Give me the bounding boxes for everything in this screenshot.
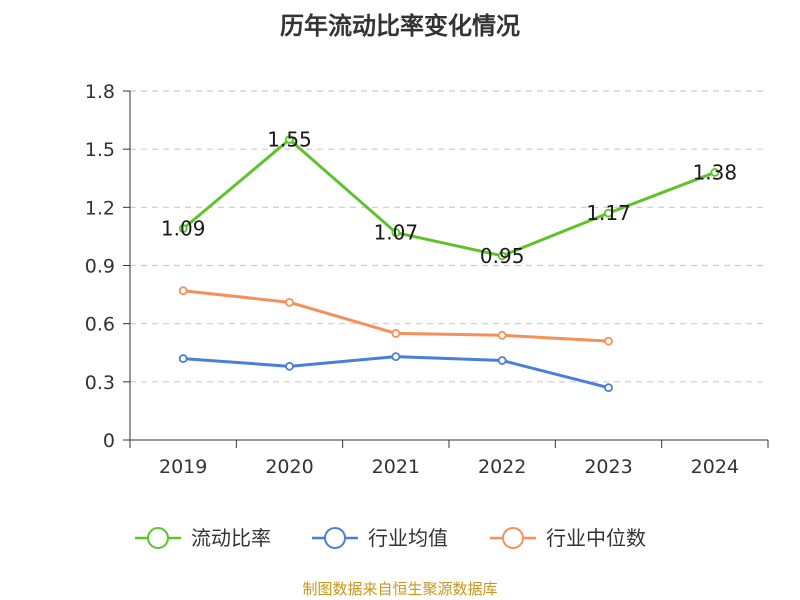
y-tick-label: 1.5 [85, 139, 115, 161]
y-tick-label: 0.9 [85, 256, 115, 278]
x-tick-label: 2020 [265, 456, 313, 478]
data-point [497, 330, 507, 340]
y-tick-label: 1.8 [85, 81, 115, 103]
series-line [182, 137, 716, 258]
data-label: 1.09 [161, 217, 206, 241]
data-label: 1.55 [267, 127, 312, 151]
y-tick-label: 1.2 [85, 197, 115, 219]
legend-label: 流动比率 [191, 526, 271, 550]
x-tick-label: 2022 [478, 456, 526, 478]
y-tick-label: 0.6 [85, 314, 115, 336]
legend-label: 行业中位数 [546, 526, 646, 550]
x-tick-label: 2023 [584, 456, 632, 478]
data-point [391, 328, 401, 338]
legend-marker [502, 527, 524, 549]
data-point [604, 383, 613, 393]
data-point [285, 361, 294, 371]
grid-lines [130, 90, 768, 383]
data-point [285, 297, 294, 307]
x-tick-label: 2024 [691, 456, 739, 478]
data-point [391, 352, 401, 362]
legend: 流动比率 行业均值 行业中位数 [135, 526, 646, 550]
data-point [497, 251, 507, 261]
data-label: 0.95 [480, 244, 525, 268]
data-point [285, 135, 294, 144]
y-tick-label: 0 [103, 430, 115, 452]
legend-label: 行业均值 [368, 526, 448, 550]
x-tick-label: 2019 [159, 456, 207, 478]
axes: 0 0.3 0.6 0.9 1.2 1.5 1.8 2019 2020 2021 2022 2023 2… [85, 81, 769, 478]
data-point [710, 168, 720, 177]
data-point [178, 224, 188, 234]
data-point [497, 356, 507, 365]
x-tick-label: 2021 [372, 456, 420, 478]
source-note: 制图数据来自恒生聚源数据库 [302, 580, 497, 598]
legend-marker [324, 527, 346, 549]
data-point [604, 208, 613, 218]
data-point [391, 228, 401, 237]
data-point [604, 336, 613, 346]
data-point [178, 354, 188, 363]
chart-title: 历年流动比率变化情况 [280, 12, 520, 40]
series-group [178, 135, 720, 393]
data-point [178, 286, 188, 296]
data-label: 1.07 [374, 221, 419, 245]
data-label: 1.38 [693, 160, 738, 184]
y-tick-label: 0.3 [85, 372, 115, 394]
data-label: 1.17 [586, 201, 631, 225]
data-labels: 1.09 1.55 1.07 0.95 1.17 1.38 [161, 127, 737, 267]
series-line [183, 355, 609, 390]
legend-marker [147, 527, 169, 549]
